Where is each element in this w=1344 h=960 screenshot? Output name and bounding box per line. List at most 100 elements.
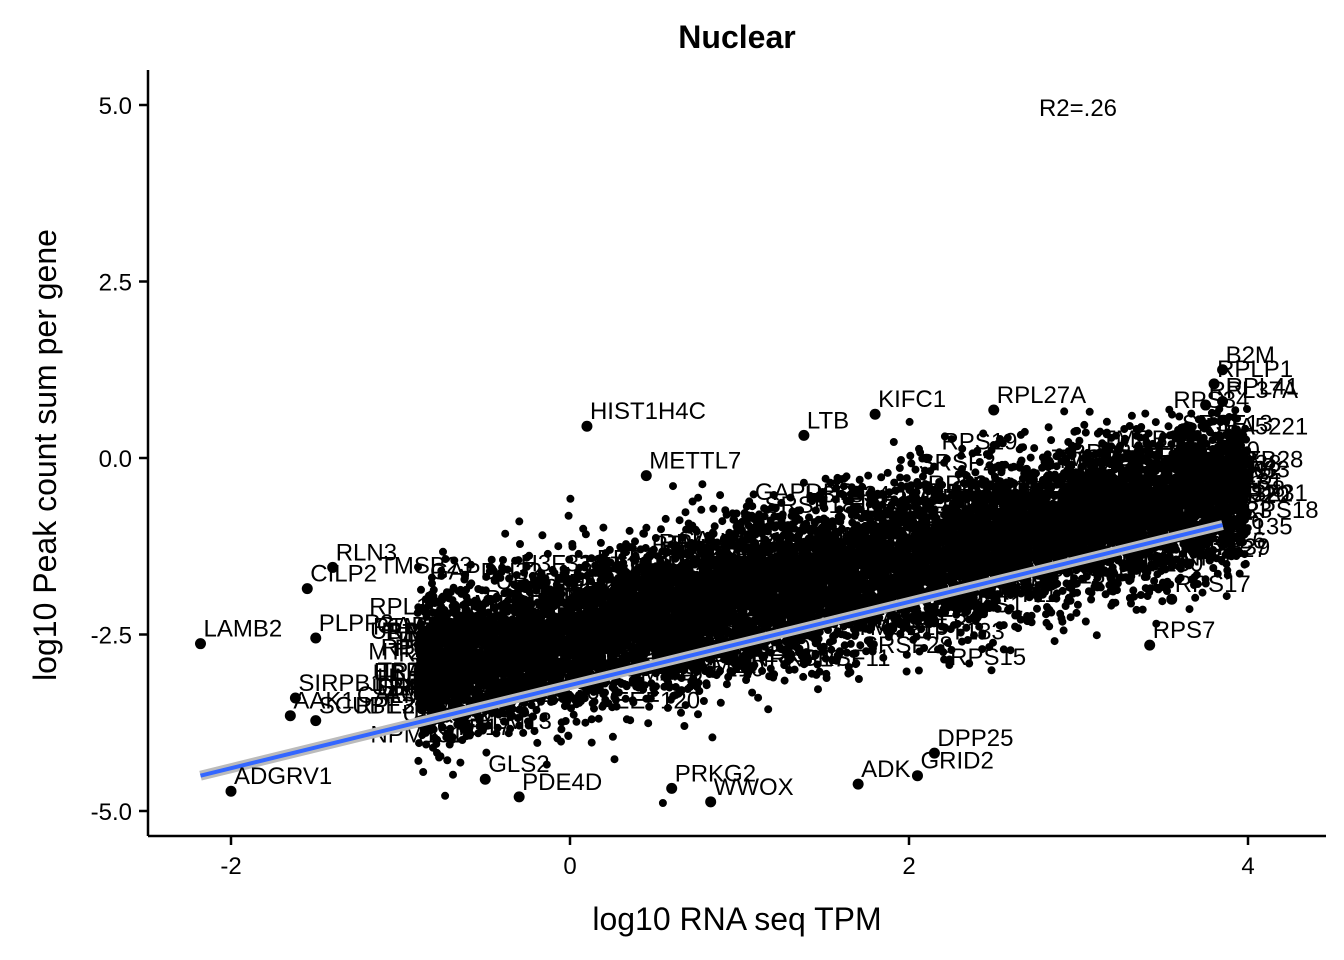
clutter-label: PTMA30 (556, 595, 649, 622)
clutter-label: NPM119 (663, 540, 755, 567)
clutter-label: NPM13 (389, 669, 469, 696)
clutter-label: RPL2 (972, 473, 1032, 500)
clutter-label: ACTB8 (1208, 476, 1285, 503)
clutter-label: GAPDH39 (541, 632, 653, 659)
clutter-label: PTMA21 (1088, 498, 1181, 525)
clutter-label: NPM136 (801, 552, 894, 579)
clutter-label: EEF121 (660, 584, 747, 611)
clutter-label: TPT133 (919, 619, 1004, 646)
point-label: DPP25 (937, 725, 1013, 752)
clutter-label: H3F34 (633, 576, 705, 603)
point-cloud (413, 405, 1252, 807)
data-point (310, 632, 322, 644)
clutter-label: PTMA17 (969, 519, 1062, 546)
clutter-label: HNRNP30 (471, 653, 583, 680)
clutter-label: H3F327 (870, 563, 955, 590)
clutter-label: PTMA10 (652, 531, 745, 558)
clutter-label: RPS10 (381, 635, 457, 662)
clutter-label: UBA5216 (436, 623, 539, 650)
clutter-label: RPL16 (369, 593, 442, 620)
data-point (1166, 593, 1178, 605)
clutter-label: NPM117 (1011, 500, 1103, 527)
point-label: LTB (807, 407, 849, 434)
clutter-label: TMSB20 (1196, 481, 1289, 508)
clutter-label: SRSF7 (526, 632, 603, 659)
clutter-label: MT-10 (603, 592, 671, 619)
clutter-label: HNRNP31 (1063, 492, 1175, 519)
clutter-label: TPT122 (631, 603, 716, 630)
data-point (1217, 364, 1229, 376)
clutter-label: GAPDH16 (1063, 498, 1175, 525)
clutter-label: TPT120 (1182, 457, 1267, 484)
clutter-label: MT-17 (602, 621, 670, 648)
clutter-label: TPT127 (580, 552, 665, 579)
clutter-label: CALM19 (894, 541, 987, 568)
clutter-label: RPL24 (705, 587, 778, 614)
clutter-label: ACTB28 (1213, 447, 1304, 474)
clutter-label: TPT11 (922, 528, 992, 555)
point-label: CILP2 (310, 561, 377, 588)
clutter-label: HNRNP12 (714, 568, 826, 595)
clutter-label: CALM39 (1045, 519, 1138, 546)
clutter-label: H3F332 (734, 563, 819, 590)
clutter-label: NPM139 (687, 541, 780, 568)
clutter-label: TPT118 (968, 503, 1052, 530)
clutter-label: ACTB17 (996, 531, 1087, 558)
clutter-label: RPL22 (635, 562, 708, 589)
clutter-label: SRSF11 (802, 645, 891, 672)
clutter-label: HNRNP22 (485, 648, 597, 675)
clutter-label: RPS36 (1076, 494, 1152, 521)
clutter-label: RPS2 (661, 537, 724, 564)
clutter-label: EEF16 (374, 659, 447, 686)
clutter-label: EEF10 (499, 651, 572, 678)
clutter-label: MT-19 (783, 588, 851, 615)
clutter-label: RPL20 (355, 693, 428, 720)
clutter-label: ACTB16 (958, 508, 1049, 535)
x-tick-label: 0 (563, 853, 576, 880)
clutter-label: RPS27 (1144, 480, 1220, 507)
clutter-label: RPL17 (1024, 524, 1097, 551)
clutter-label: UBA529 (370, 618, 459, 645)
clutter-label: TPT139 (455, 649, 540, 676)
clutter-label: HNRNP31 (946, 529, 1058, 556)
clutter-label: EEF124 (623, 613, 710, 640)
clutter-label: ACTB9 (385, 680, 462, 707)
clutter-label: SRSF5 (1081, 478, 1158, 505)
clutter-label: RPL30 (524, 618, 597, 645)
clutter-label: GAPDH22 (610, 581, 722, 608)
clutter-label: RPL22 (956, 545, 1029, 572)
clutter-label: EEF136 (736, 551, 823, 578)
clutter-label: ACTB27 (786, 554, 877, 581)
clutter-label: H3F311 (1003, 500, 1087, 527)
clutter-label: RPL22 (815, 547, 888, 574)
clutter-label: UBA5230 (1044, 487, 1147, 514)
clutter-label: UBA5222 (498, 632, 601, 659)
data-point (1217, 396, 1229, 408)
clutter-label: NPM123 (1179, 497, 1272, 524)
clutter-label: RPS36 (621, 578, 697, 605)
clutter-label: TPT113 (486, 619, 570, 646)
clutter-label: TMSB15 (693, 603, 786, 630)
clutter-label: EEF122 (1141, 483, 1228, 510)
clutter-label: NPM123 (973, 506, 1066, 533)
data-point (513, 791, 525, 803)
clutter-label: RPS26 (1115, 495, 1191, 522)
clutter-label: GAPDH4 (1137, 478, 1236, 505)
data-point (225, 785, 237, 797)
clutter-label: GAPDH13 (416, 613, 528, 640)
clutter-label: TMSB19 (896, 480, 989, 507)
clutter-label: RPS15 (950, 644, 1026, 671)
clutter-label: PTMA31 (395, 635, 488, 662)
clutter-label: EEF121 (859, 549, 946, 576)
clutter-label: SRSF12 (1167, 448, 1258, 475)
point-label: METTL7 (649, 448, 741, 475)
point-label: RPS27 (1192, 536, 1268, 563)
clutter-label: ACTB39 (676, 604, 767, 631)
clutter-label: SRSF14 (616, 563, 707, 590)
clutter-label: SRSF36 (756, 571, 847, 598)
clutter-label: CALM6 (912, 529, 992, 556)
clutter-label: RPS27 (683, 590, 759, 617)
clutter-label: RPS18 (560, 624, 636, 651)
clutter-label: EEF111 (849, 491, 932, 518)
clutter-label: SRSF33 (1199, 456, 1290, 483)
